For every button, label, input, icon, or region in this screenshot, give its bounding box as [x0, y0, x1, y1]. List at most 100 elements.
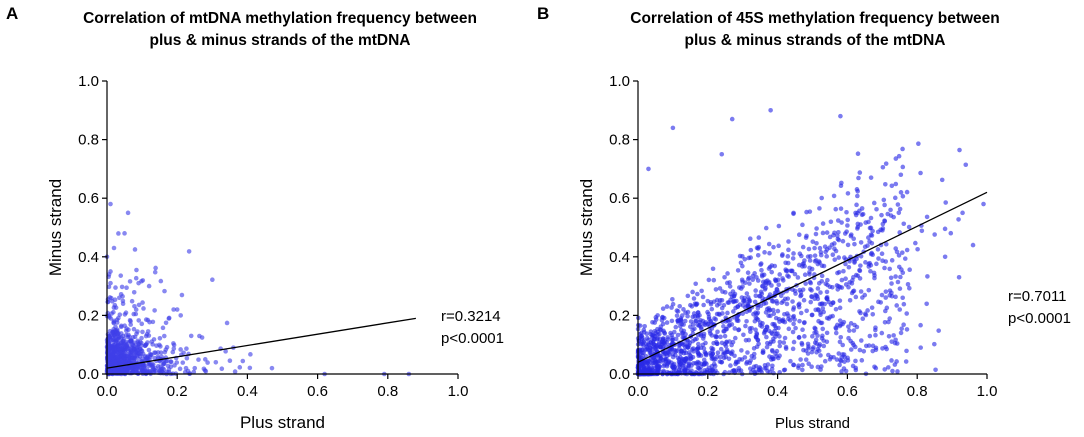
data-point [795, 275, 801, 280]
data-point [232, 369, 238, 374]
data-point [122, 312, 128, 317]
data-point [675, 332, 681, 338]
data-point [769, 331, 775, 337]
data-point [863, 312, 869, 318]
data-point [758, 366, 763, 371]
data-point [818, 310, 823, 315]
data-point [752, 318, 758, 324]
data-point [745, 295, 751, 300]
data-point [783, 260, 788, 266]
data-point [874, 261, 879, 267]
data-point [685, 343, 690, 349]
data-point [889, 183, 895, 189]
data-point [815, 364, 821, 370]
data-point [110, 337, 116, 343]
data-point [845, 355, 850, 361]
data-point [146, 283, 152, 289]
data-point [647, 366, 653, 371]
data-point [739, 348, 744, 353]
data-point [857, 276, 863, 281]
data-point [830, 313, 835, 319]
data-point [797, 251, 803, 256]
data-point [648, 329, 654, 335]
data-point [791, 251, 796, 256]
data-point [900, 193, 906, 199]
data-point [918, 345, 923, 350]
data-point [867, 333, 873, 339]
data-point [678, 317, 683, 323]
data-point [113, 347, 119, 353]
data-point [807, 272, 812, 277]
data-point [888, 275, 894, 281]
data-point [652, 320, 658, 325]
data-point [879, 292, 885, 298]
data-point [897, 206, 903, 212]
data-point [839, 220, 844, 225]
data-point [722, 328, 727, 334]
data-point [789, 268, 795, 274]
data-point [919, 228, 925, 234]
data-point [781, 299, 786, 304]
y-tick-label: 0.2 [609, 307, 630, 324]
data-point [171, 307, 176, 312]
data-point [673, 324, 679, 330]
data-point [751, 346, 757, 351]
chart-panel-a: A Correlation of mtDNA methylation frequ… [0, 0, 535, 437]
data-point [827, 357, 833, 362]
data-point [202, 357, 208, 362]
data-point [157, 335, 163, 341]
data-point [886, 319, 891, 325]
data-point [874, 206, 879, 212]
data-point [756, 235, 762, 240]
data-point [836, 229, 841, 235]
data-point [107, 314, 112, 320]
data-point [652, 357, 658, 363]
data-point [696, 341, 701, 347]
data-point [842, 359, 847, 364]
data-point [120, 353, 126, 358]
data-point [899, 326, 904, 331]
data-point [732, 326, 738, 331]
data-point [753, 293, 759, 298]
data-point [113, 285, 118, 290]
data-point [845, 217, 851, 223]
data-point [122, 231, 127, 236]
data-point [123, 345, 128, 350]
data-point [901, 221, 907, 227]
data-point [269, 365, 275, 371]
data-point [852, 344, 858, 350]
data-point [690, 289, 695, 295]
data-point [689, 368, 694, 373]
data-point [896, 210, 902, 216]
data-point [900, 295, 905, 301]
data-point [725, 310, 730, 316]
data-point [748, 358, 753, 363]
data-point [128, 338, 133, 344]
data-point [119, 323, 124, 329]
data-point [128, 370, 134, 376]
data-point [814, 341, 820, 346]
x-tick-label: 0.2 [697, 383, 718, 400]
data-point [852, 322, 857, 328]
data-point [719, 305, 725, 311]
data-point [213, 359, 219, 365]
scatter-plot: 0.0 0.2 0.4 0.6 0.8 1.0 0.0 0.2 0.4 0.6 0.8 1.0 Plus… [46, 73, 468, 432]
data-point [650, 344, 655, 349]
data-point [163, 320, 169, 326]
data-point [887, 266, 892, 272]
y-axis-label: Minus strand [46, 179, 65, 276]
data-point [893, 156, 899, 161]
x-tick-label: 0.6 [307, 383, 328, 400]
data-point [786, 247, 791, 253]
data-point [932, 341, 937, 347]
data-point [793, 325, 798, 331]
data-point [746, 337, 752, 343]
data-point [822, 358, 828, 364]
data-point [737, 253, 743, 259]
data-point [662, 331, 668, 336]
x-tick-label: 0.8 [907, 383, 928, 400]
data-point [843, 276, 848, 282]
data-point [174, 307, 180, 312]
data-point [788, 358, 793, 364]
data-point [957, 147, 962, 153]
